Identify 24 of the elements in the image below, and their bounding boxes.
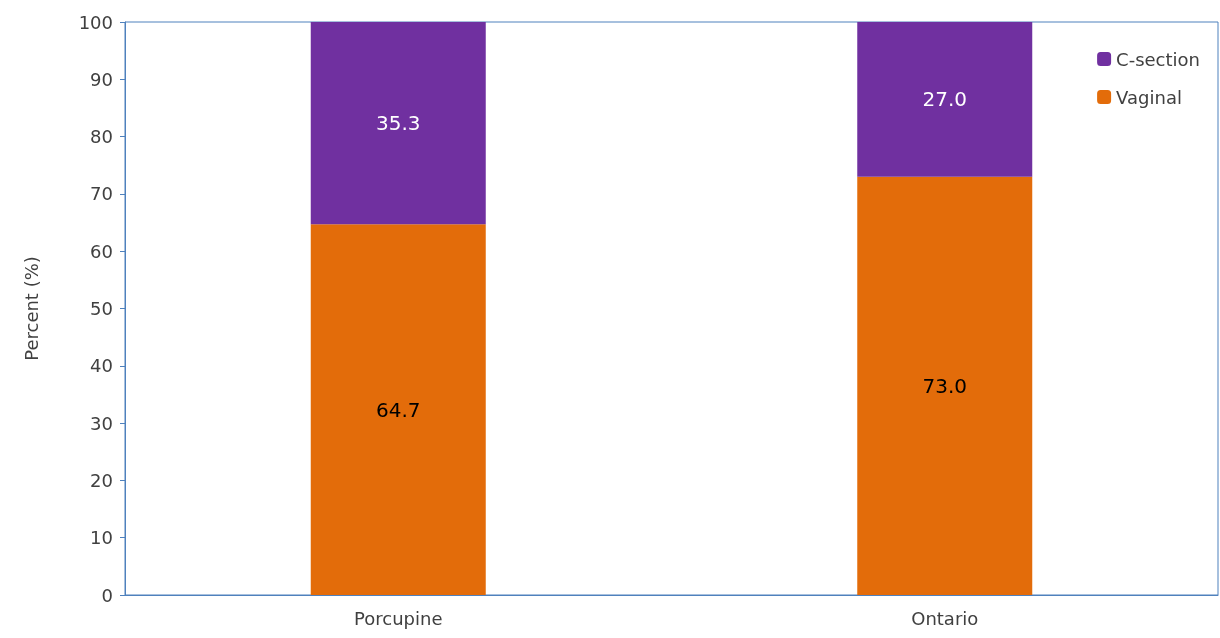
data-label: 35.3 bbox=[375, 111, 421, 136]
y-tick-label: 50 bbox=[90, 298, 113, 319]
y-tick-label: 80 bbox=[90, 126, 113, 148]
x-tick-label: Porcupine bbox=[354, 607, 443, 629]
y-tick-label: 0 bbox=[101, 584, 113, 606]
y-tick-label: 70 bbox=[90, 183, 113, 205]
y-tick-label: 40 bbox=[90, 355, 113, 377]
bar bbox=[310, 224, 486, 595]
x-tick-label: Ontario bbox=[911, 607, 979, 629]
y-tick-label: 90 bbox=[90, 68, 113, 90]
y-tick-label: 10 bbox=[90, 527, 113, 549]
data-label: 27.0 bbox=[922, 87, 968, 112]
y-tick-label: 100 bbox=[78, 11, 113, 33]
y-tick-label: 60 bbox=[90, 240, 113, 262]
y-tick-label: 30 bbox=[90, 412, 113, 434]
y-axis-title: Percent (%) bbox=[20, 256, 42, 361]
y-tick-label: 20 bbox=[90, 469, 113, 491]
data-label: 64.7 bbox=[375, 397, 421, 422]
bar bbox=[857, 22, 1033, 177]
legend-label: C-section bbox=[1116, 48, 1201, 70]
legend-label: Vaginal bbox=[1116, 86, 1182, 108]
data-label: 73.0 bbox=[922, 373, 968, 398]
bar bbox=[310, 22, 486, 225]
bar bbox=[857, 176, 1033, 595]
